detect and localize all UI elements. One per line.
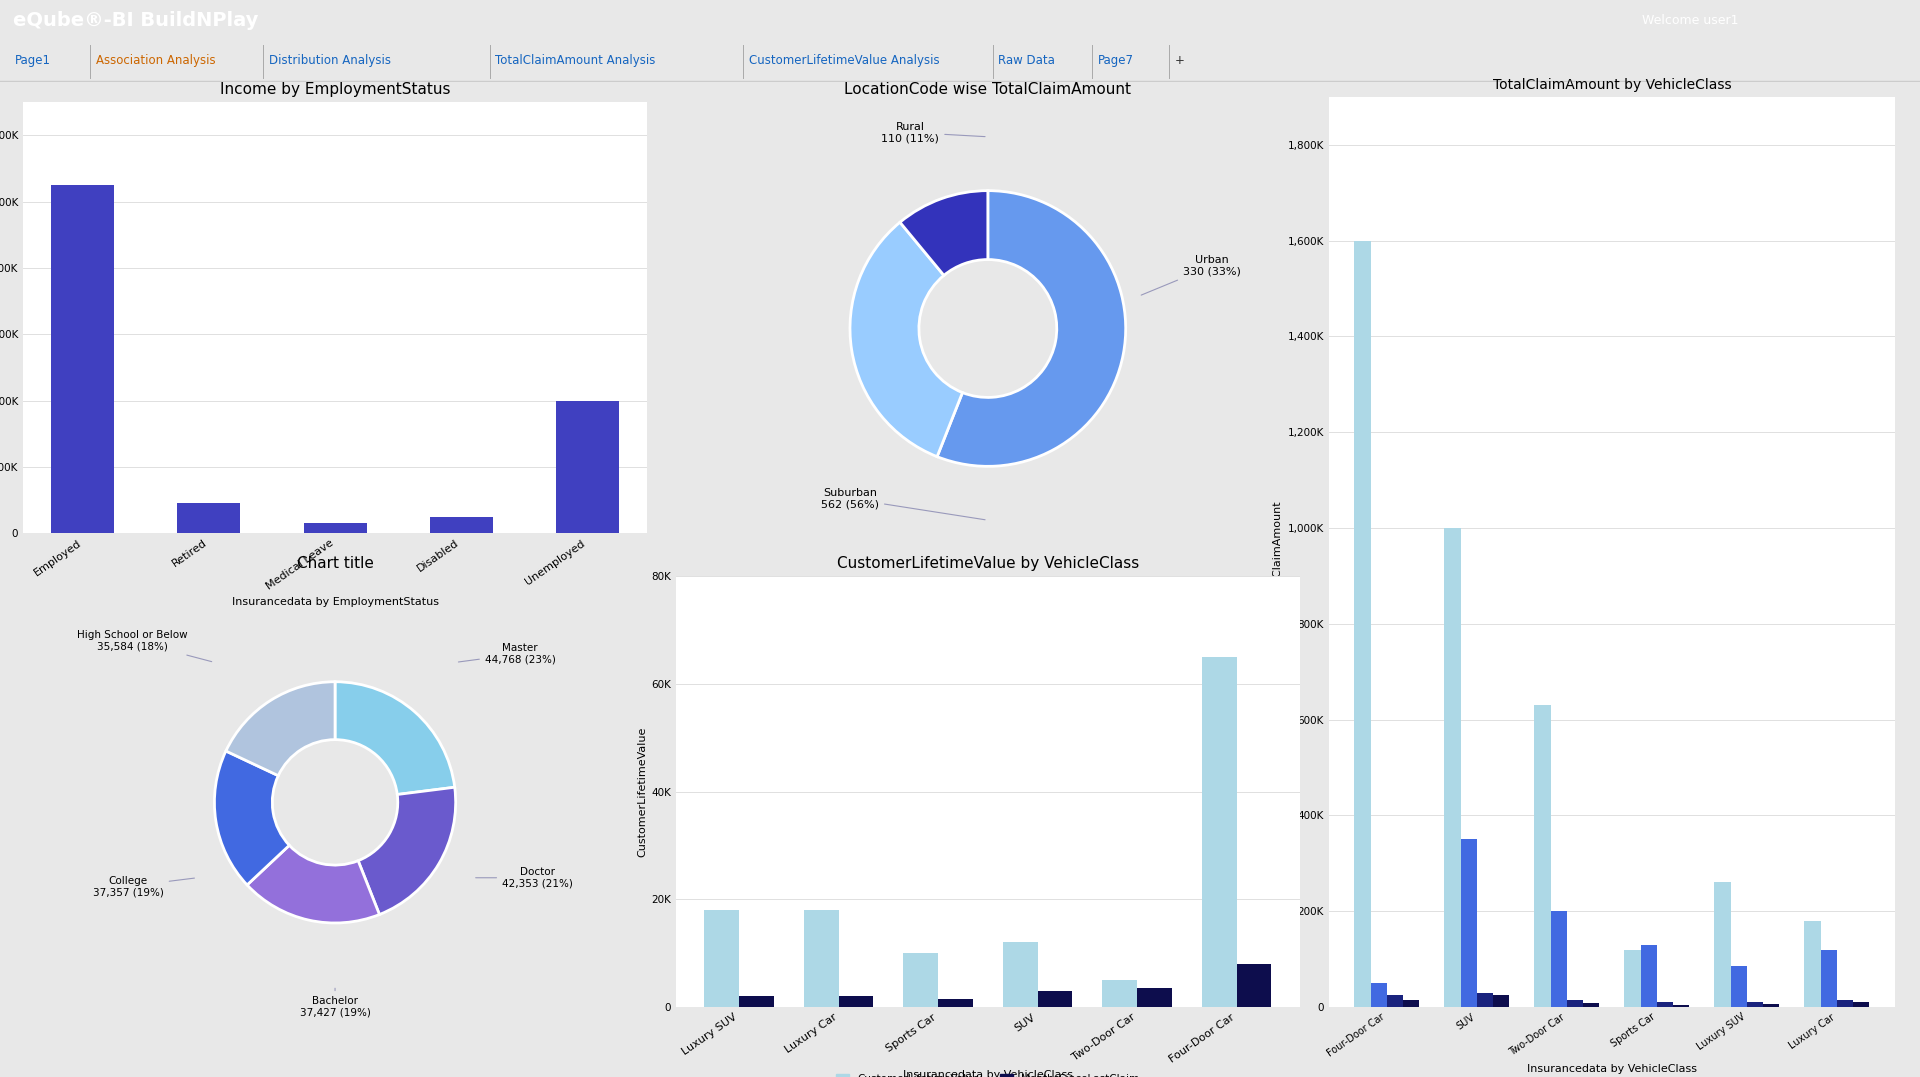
- Text: Distribution Analysis: Distribution Analysis: [269, 54, 392, 67]
- Bar: [1657, 1003, 1672, 1007]
- Title: LocationCode wise TotalClaimAmount: LocationCode wise TotalClaimAmount: [845, 82, 1131, 97]
- Bar: [1371, 983, 1386, 1007]
- Y-axis label: CustomerLifetimeValue: CustomerLifetimeValue: [637, 726, 647, 857]
- Text: Page1: Page1: [15, 54, 52, 67]
- Text: Master
44,768 (23%): Master 44,768 (23%): [459, 643, 555, 665]
- Bar: [555, 401, 618, 533]
- Bar: [1236, 964, 1271, 1007]
- Bar: [1672, 1005, 1690, 1007]
- Bar: [1853, 1003, 1870, 1007]
- Bar: [1354, 240, 1371, 1007]
- Bar: [177, 503, 240, 533]
- Title: Chart title: Chart title: [296, 556, 374, 571]
- Bar: [1624, 950, 1642, 1007]
- Bar: [1534, 705, 1551, 1007]
- Bar: [705, 910, 739, 1007]
- Text: TotalClaimAmount Analysis: TotalClaimAmount Analysis: [495, 54, 657, 67]
- Bar: [1730, 966, 1747, 1007]
- Bar: [1763, 1004, 1780, 1007]
- Bar: [1461, 839, 1476, 1007]
- Text: College
37,357 (19%): College 37,357 (19%): [92, 876, 194, 897]
- Bar: [1805, 921, 1820, 1007]
- Bar: [739, 996, 774, 1007]
- Bar: [1820, 950, 1837, 1007]
- Legend: CustomerLifetimeValue, MonthsSinceLastClaim: CustomerLifetimeValue, MonthsSinceLastCl…: [831, 1069, 1144, 1077]
- Title: Income by EmploymentStatus: Income by EmploymentStatus: [219, 82, 451, 97]
- Bar: [1002, 942, 1037, 1007]
- Text: Rural
110 (11%): Rural 110 (11%): [881, 122, 985, 143]
- Text: High School or Below
35,584 (18%): High School or Below 35,584 (18%): [77, 630, 211, 661]
- Text: eQube®-BI BuildNPlay: eQube®-BI BuildNPlay: [13, 11, 259, 30]
- Bar: [1747, 1003, 1763, 1007]
- Bar: [1551, 911, 1567, 1007]
- X-axis label: Insurancedata by VehicleClass: Insurancedata by VehicleClass: [902, 1069, 1073, 1077]
- Text: Urban
330 (33%): Urban 330 (33%): [1140, 255, 1240, 295]
- Bar: [1102, 980, 1137, 1007]
- Bar: [1037, 991, 1073, 1007]
- Bar: [1494, 995, 1509, 1007]
- Bar: [52, 185, 115, 533]
- Bar: [1476, 993, 1494, 1007]
- Bar: [1202, 657, 1236, 1007]
- Bar: [1444, 528, 1461, 1007]
- Text: +: +: [1175, 54, 1185, 67]
- Text: Welcome user1: Welcome user1: [1642, 14, 1738, 27]
- Bar: [1715, 882, 1730, 1007]
- Text: Bachelor
37,427 (19%): Bachelor 37,427 (19%): [300, 989, 371, 1018]
- Bar: [1582, 1003, 1599, 1007]
- Bar: [1567, 999, 1582, 1007]
- Bar: [839, 996, 874, 1007]
- Title: CustomerLifetimeValue by VehicleClass: CustomerLifetimeValue by VehicleClass: [837, 556, 1139, 571]
- Bar: [1642, 945, 1657, 1007]
- Y-axis label: TotalClaimAmount: TotalClaimAmount: [1273, 501, 1283, 603]
- Text: Doctor
42,353 (21%): Doctor 42,353 (21%): [476, 867, 572, 889]
- Title: TotalClaimAmount by VehicleClass: TotalClaimAmount by VehicleClass: [1492, 78, 1732, 92]
- Bar: [1837, 999, 1853, 1007]
- X-axis label: Insurancedata by EmploymentStatus: Insurancedata by EmploymentStatus: [232, 598, 438, 607]
- Bar: [303, 523, 367, 533]
- Bar: [1404, 999, 1419, 1007]
- Text: Suburban
562 (56%): Suburban 562 (56%): [822, 488, 985, 520]
- Bar: [902, 953, 939, 1007]
- Bar: [430, 517, 493, 533]
- Bar: [1137, 989, 1171, 1007]
- Text: Raw Data: Raw Data: [998, 54, 1056, 67]
- Text: CustomerLifetimeValue Analysis: CustomerLifetimeValue Analysis: [749, 54, 939, 67]
- Text: Page7: Page7: [1098, 54, 1135, 67]
- X-axis label: Insurancedata by VehicleClass: Insurancedata by VehicleClass: [1526, 1064, 1697, 1075]
- Bar: [804, 910, 839, 1007]
- Text: Association Analysis: Association Analysis: [96, 54, 215, 67]
- Bar: [1386, 995, 1404, 1007]
- Bar: [939, 999, 973, 1007]
